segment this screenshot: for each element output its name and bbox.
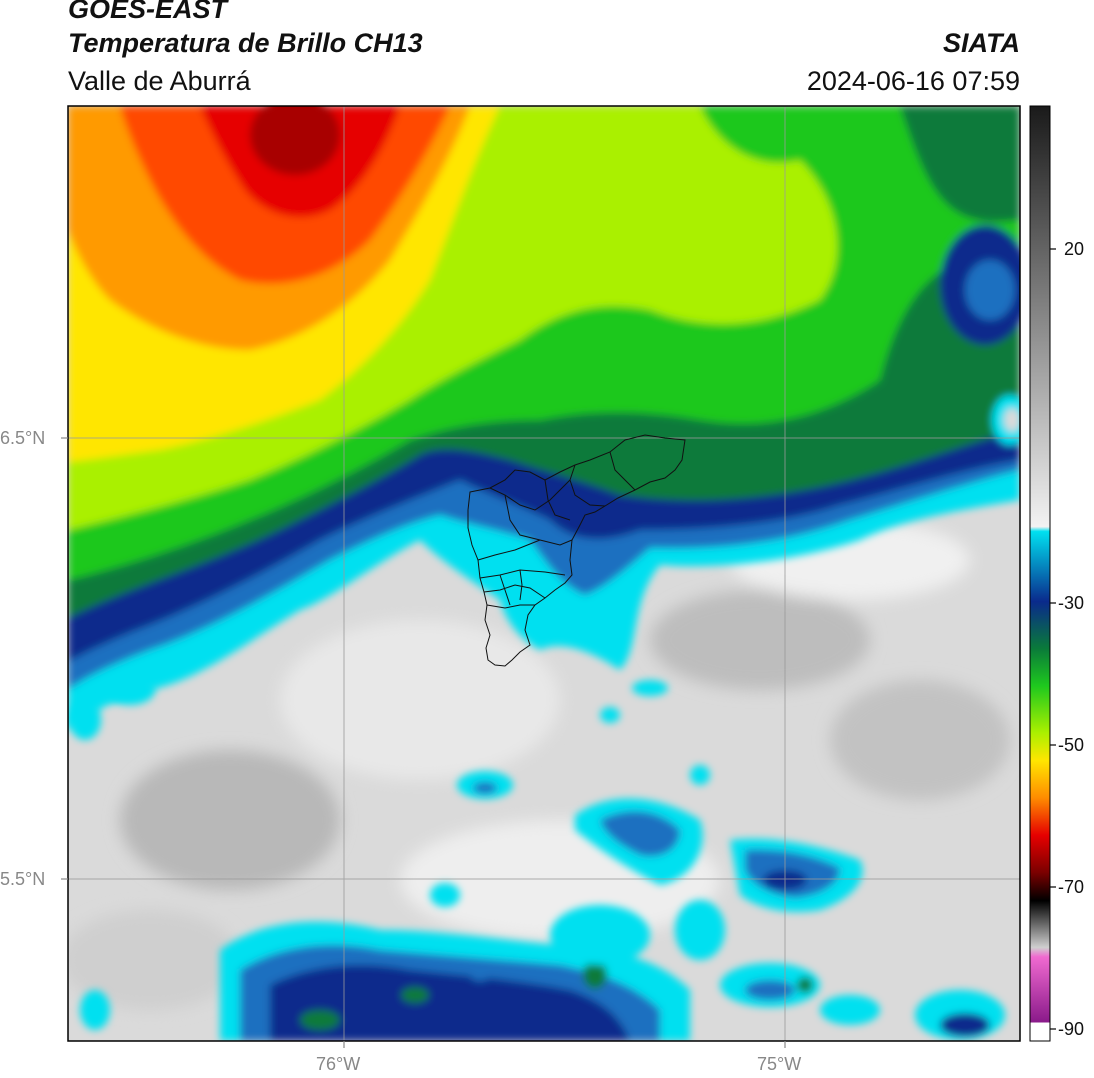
lat-tick-label: 5.5°N [0, 869, 46, 889]
colorbar-tick-label: -70 [1058, 877, 1085, 897]
colorbar-tick-label: -50 [1058, 735, 1085, 755]
lon-tick-label: 75°W [757, 1054, 802, 1074]
region-subtitle: Valle de Aburrá [68, 66, 251, 96]
lat-tick-label: 6.5°N [0, 428, 46, 448]
agency-label: SIATA [943, 28, 1020, 58]
graticule [68, 106, 1020, 1041]
aburra-valley-boundaries [467, 434, 686, 667]
brightness-temperature-field [68, 106, 1020, 1041]
map-frame [67, 105, 1021, 1042]
colorbar [1029, 105, 1056, 1042]
satellite-title: GOES-EAST [68, 0, 228, 24]
lon-tick-label: 76°W [316, 1054, 361, 1074]
colorbar-tick-label: 20 [1064, 239, 1085, 259]
axis-ticks [61, 437, 786, 1048]
product-title: Temperatura de Brillo CH13 [68, 28, 423, 58]
colorbar-tick-label: -30 [1058, 593, 1085, 613]
colorbar-tick-label: -90 [1058, 1019, 1085, 1039]
datetime-label: 2024-06-16 07:59 [806, 66, 1020, 96]
